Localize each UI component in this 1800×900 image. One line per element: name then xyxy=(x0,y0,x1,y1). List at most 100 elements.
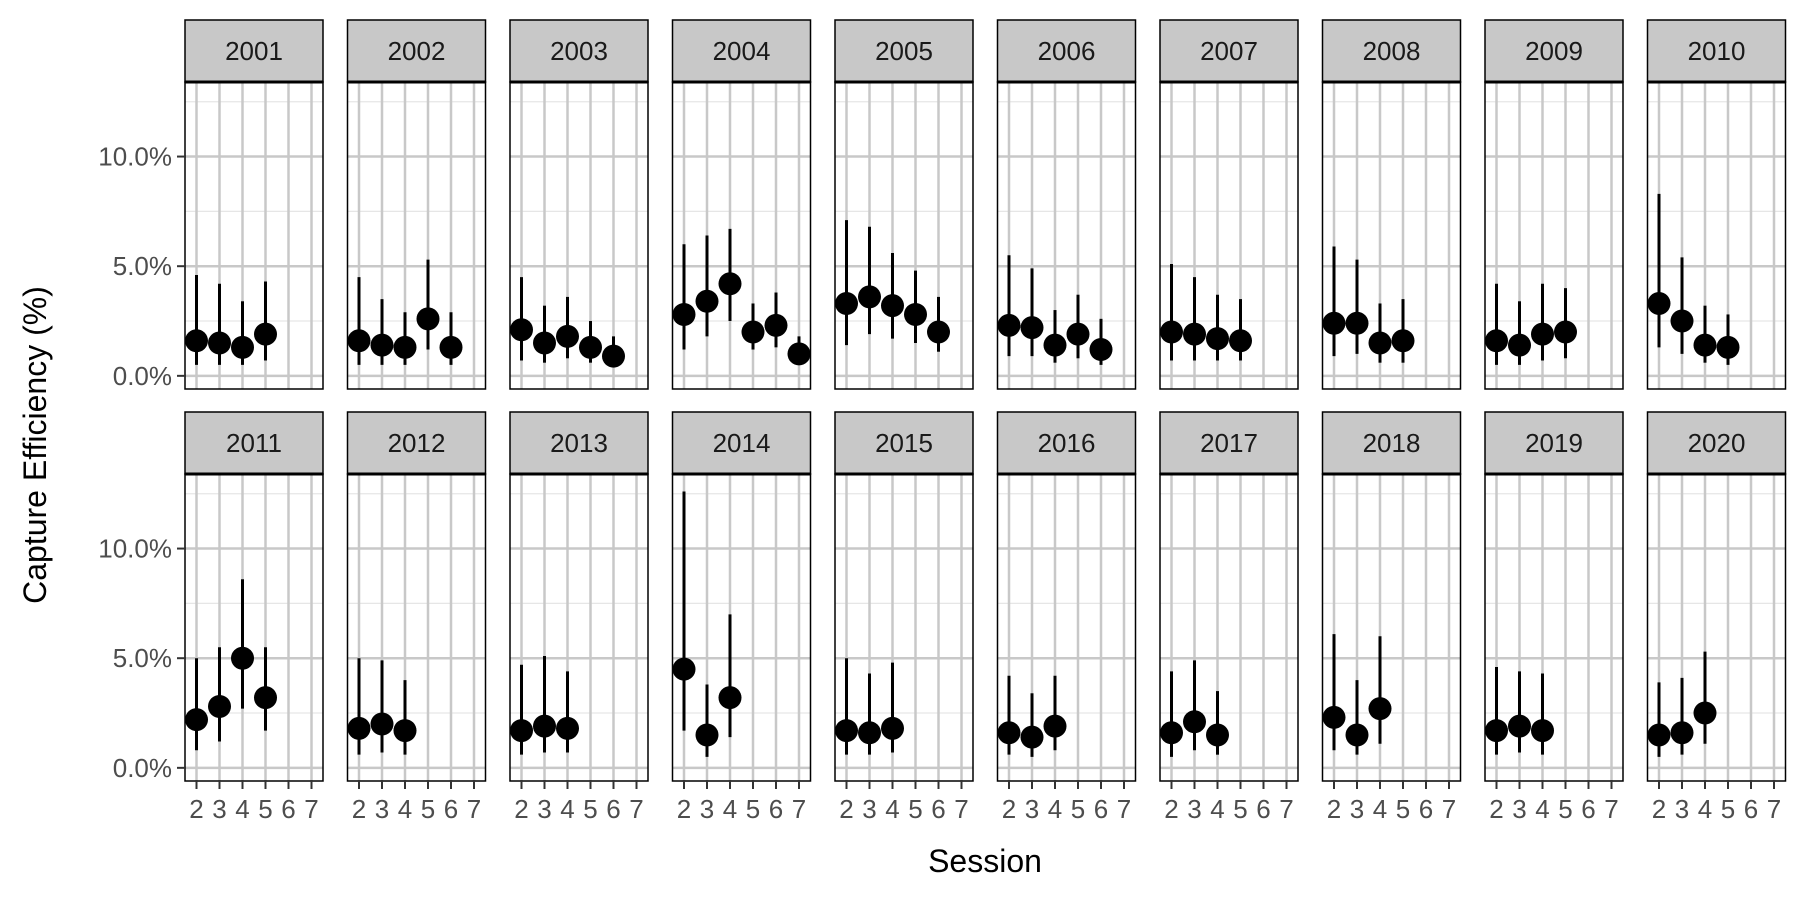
data-point xyxy=(764,313,788,337)
facet-panel-2014: 2014 2 3 4 5 6 7 xyxy=(671,411,812,824)
x-tick-label: 2 xyxy=(677,794,691,824)
x-tick-label: 5 xyxy=(1721,794,1735,824)
data-point xyxy=(347,329,371,353)
panel-background xyxy=(672,82,811,389)
facet-panel-2006: 2006 xyxy=(996,19,1137,390)
x-tick-label: 3 xyxy=(1187,794,1201,824)
x-tick-label: 6 xyxy=(1581,794,1595,824)
facet-strip-background xyxy=(834,19,974,83)
panel-background xyxy=(1485,474,1623,781)
facet-strip-label: 2007 xyxy=(1200,36,1258,66)
x-tick-label: 5 xyxy=(1071,794,1085,824)
x-tick-label: 5 xyxy=(1233,794,1247,824)
x-tick-label: 2 xyxy=(1652,794,1666,824)
data-point xyxy=(1647,723,1671,747)
x-tick-label: 5 xyxy=(746,794,760,824)
data-point xyxy=(231,646,254,670)
data-point xyxy=(393,335,417,359)
data-point xyxy=(1716,335,1740,359)
x-tick-label: 6 xyxy=(1744,794,1758,824)
data-point xyxy=(1066,322,1090,346)
facet-strip-label: 2012 xyxy=(388,428,446,458)
data-point xyxy=(510,318,533,342)
x-tick-label: 4 xyxy=(1698,794,1712,824)
x-tick-label: 5 xyxy=(908,794,922,824)
facet-strip-background xyxy=(1484,411,1624,475)
x-tick-label: 7 xyxy=(792,794,806,824)
data-point xyxy=(1183,710,1206,734)
facet-panel-2004: 2004 xyxy=(671,19,812,390)
data-point xyxy=(672,302,696,326)
facet-strip-label: 2003 xyxy=(550,36,608,66)
data-point xyxy=(835,291,858,315)
data-point xyxy=(1322,311,1346,335)
data-point xyxy=(1089,338,1113,362)
data-point xyxy=(510,719,533,743)
x-tick-label: 3 xyxy=(375,794,389,824)
facet-strip-background xyxy=(1321,411,1462,475)
x-tick-label: 3 xyxy=(1025,794,1039,824)
x-tick-label: 2 xyxy=(839,794,853,824)
facet-strip-background xyxy=(1484,19,1624,83)
data-point xyxy=(718,272,742,296)
facet-panel-2017: 2017 2 3 4 5 6 7 xyxy=(1159,411,1299,824)
x-tick-label: 3 xyxy=(537,794,551,824)
data-point xyxy=(1485,329,1508,353)
facet-panel-2016: 2016 2 3 4 5 6 7 xyxy=(996,411,1137,824)
data-point xyxy=(881,294,904,318)
x-tick-label: 2 xyxy=(1489,794,1503,824)
facet-strip-label: 2002 xyxy=(388,36,446,66)
facet-strip-label: 2001 xyxy=(225,36,283,66)
data-point xyxy=(1531,719,1554,743)
facet-strip-label: 2008 xyxy=(1363,36,1421,66)
data-point xyxy=(881,716,904,740)
x-tick-label: 2 xyxy=(189,794,203,824)
data-point xyxy=(1160,721,1183,745)
x-axis-title: Session xyxy=(928,843,1042,879)
x-tick-label: 6 xyxy=(769,794,783,824)
facet-strip-label: 2017 xyxy=(1200,428,1258,458)
y-tick-label: 10.0% xyxy=(98,142,172,172)
data-point xyxy=(695,289,719,313)
data-point xyxy=(835,719,858,743)
x-tick-label: 6 xyxy=(931,794,945,824)
data-point xyxy=(1693,701,1717,725)
facet-strip-background xyxy=(346,19,487,83)
data-point xyxy=(254,686,277,710)
x-tick-label: 3 xyxy=(1350,794,1364,824)
data-point xyxy=(1485,719,1508,743)
facet-strip-label: 2014 xyxy=(713,428,771,458)
data-point xyxy=(1670,309,1694,333)
x-tick-label: 3 xyxy=(1512,794,1526,824)
panel-background xyxy=(510,474,648,781)
panel-background xyxy=(1160,82,1298,389)
data-point xyxy=(695,723,719,747)
data-point xyxy=(1670,721,1694,745)
x-tick-label: 4 xyxy=(1048,794,1062,824)
x-tick-label: 6 xyxy=(606,794,620,824)
x-tick-label: 5 xyxy=(1558,794,1572,824)
y-tick-label: 0.0% xyxy=(113,361,172,391)
facet-strip-background xyxy=(509,411,649,475)
data-point xyxy=(858,285,881,309)
facet-strip-label: 2010 xyxy=(1688,36,1746,66)
data-point xyxy=(1693,333,1717,357)
data-point xyxy=(1043,714,1067,738)
facet-panel-2013: 2013 2 3 4 5 6 7 xyxy=(509,411,649,824)
panel-background xyxy=(347,82,486,389)
data-point xyxy=(1206,327,1229,351)
x-tick-label: 5 xyxy=(1396,794,1410,824)
panel-background xyxy=(835,82,973,389)
data-point xyxy=(718,686,742,710)
x-tick-label: 3 xyxy=(212,794,226,824)
x-tick-label: 7 xyxy=(629,794,643,824)
data-point xyxy=(1508,333,1531,357)
facet-strip-background xyxy=(671,411,812,475)
x-tick-label: 7 xyxy=(467,794,481,824)
data-point xyxy=(254,322,277,346)
data-point xyxy=(533,714,556,738)
x-tick-label: 2 xyxy=(514,794,528,824)
facet-strip-background xyxy=(184,411,324,475)
panel-background xyxy=(347,474,486,781)
data-point xyxy=(904,302,927,326)
